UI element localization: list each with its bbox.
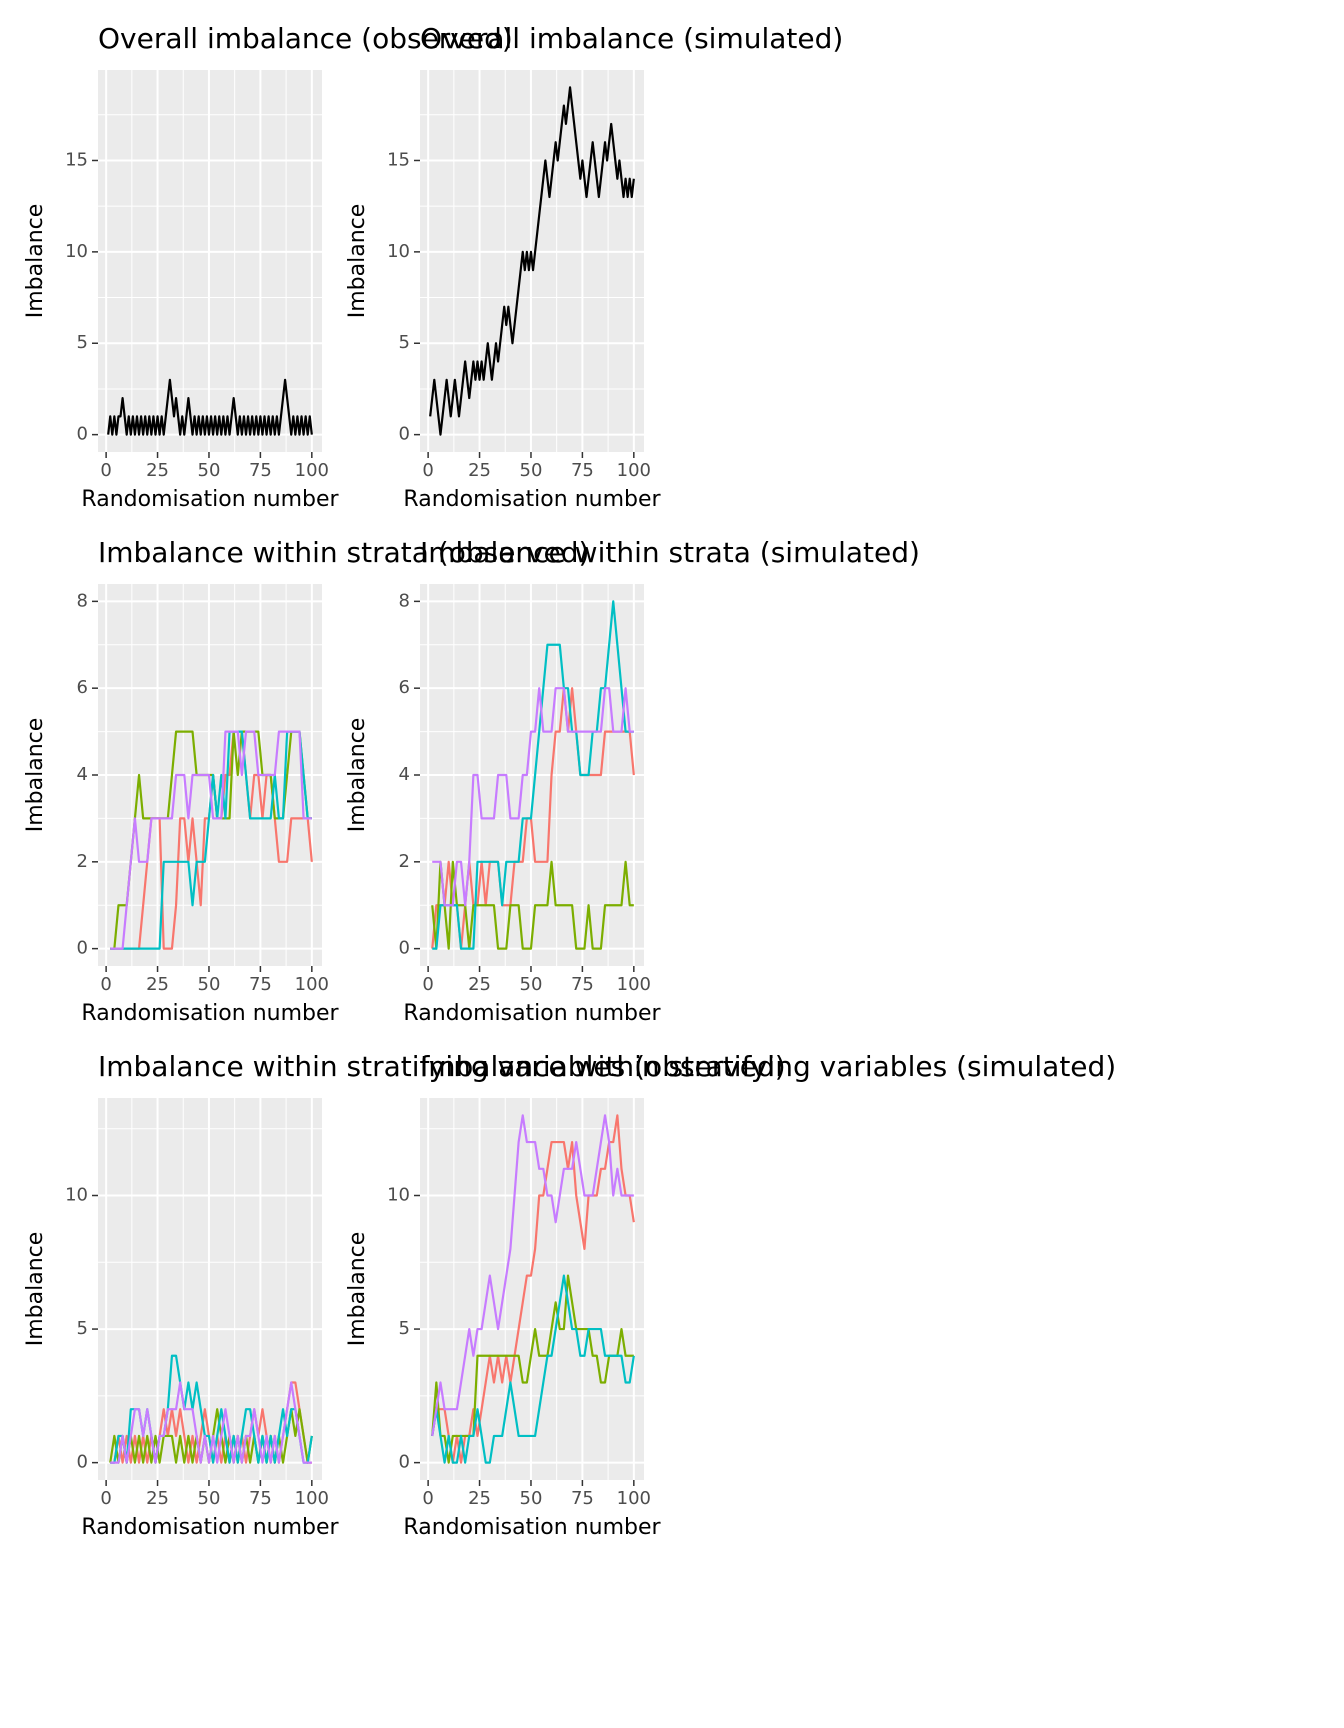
y-tick-label: 15 bbox=[387, 149, 410, 170]
y-axis-title: Imbalance bbox=[23, 718, 48, 833]
x-tick-label: 75 bbox=[249, 460, 272, 481]
x-tick-label: 25 bbox=[468, 1488, 491, 1509]
series-line bbox=[431, 1114, 634, 1437]
y-tick-label: 5 bbox=[77, 332, 88, 353]
chart-title: Imbalance within strata (observed) bbox=[98, 536, 589, 569]
x-tick-label: 75 bbox=[249, 974, 272, 995]
y-tick-label: 5 bbox=[399, 332, 410, 353]
y-tick-label: 15 bbox=[65, 149, 88, 170]
y-tick-label: 8 bbox=[77, 590, 88, 611]
y-tick-label: 0 bbox=[77, 938, 88, 959]
y-tick-label: 6 bbox=[77, 677, 88, 698]
x-tick-label: 50 bbox=[520, 974, 543, 995]
y-tick-label: 0 bbox=[399, 1452, 410, 1473]
x-axis-title: Randomisation number bbox=[81, 487, 339, 512]
x-tick-label: 75 bbox=[571, 460, 594, 481]
y-tick-label: 0 bbox=[399, 424, 410, 445]
x-tick-label: 75 bbox=[249, 1488, 272, 1509]
chart-title: Overall imbalance (simulated) bbox=[420, 22, 843, 55]
chart-title: Overall imbalance (observed) bbox=[98, 22, 513, 55]
x-tick-label: 100 bbox=[295, 460, 329, 481]
x-axis-title: Randomisation number bbox=[81, 1001, 339, 1026]
series-line bbox=[431, 1274, 635, 1464]
x-tick-label: 50 bbox=[520, 460, 543, 481]
y-axis-title: Imbalance bbox=[345, 718, 370, 833]
y-tick-label: 4 bbox=[77, 764, 88, 785]
series-line bbox=[431, 860, 634, 950]
x-tick-label: 100 bbox=[295, 1488, 329, 1509]
y-tick-label: 10 bbox=[65, 1185, 88, 1206]
series-line bbox=[110, 1381, 312, 1464]
y-axis-title: Imbalance bbox=[23, 204, 48, 319]
y-tick-label: 2 bbox=[77, 851, 88, 872]
x-tick-label: 100 bbox=[617, 460, 651, 481]
y-tick-label: 5 bbox=[399, 1318, 410, 1339]
y-axis-title: Imbalance bbox=[23, 1232, 48, 1347]
y-tick-label: 2 bbox=[399, 851, 410, 872]
x-tick-label: 50 bbox=[520, 1488, 543, 1509]
x-axis-title: Randomisation number bbox=[403, 1515, 661, 1540]
x-tick-label: 0 bbox=[422, 974, 433, 995]
y-tick-label: 0 bbox=[77, 424, 88, 445]
y-axis-title: Imbalance bbox=[345, 204, 370, 319]
y-tick-label: 10 bbox=[387, 1185, 410, 1206]
x-tick-label: 25 bbox=[146, 1488, 169, 1509]
x-tick-label: 25 bbox=[146, 460, 169, 481]
x-axis-title: Randomisation number bbox=[403, 1001, 661, 1026]
x-tick-label: 25 bbox=[468, 460, 491, 481]
series-line bbox=[429, 86, 635, 436]
x-axis-title: Randomisation number bbox=[81, 1515, 339, 1540]
series-line bbox=[431, 1274, 634, 1464]
y-tick-label: 5 bbox=[77, 1318, 88, 1339]
x-tick-label: 25 bbox=[146, 974, 169, 995]
x-tick-label: 100 bbox=[617, 1488, 651, 1509]
series-line bbox=[432, 687, 634, 907]
y-axis-title: Imbalance bbox=[345, 1232, 370, 1347]
x-tick-label: 50 bbox=[198, 1488, 221, 1509]
x-tick-label: 0 bbox=[100, 460, 111, 481]
x-tick-label: 0 bbox=[100, 1488, 111, 1509]
y-tick-label: 0 bbox=[399, 938, 410, 959]
y-tick-label: 4 bbox=[399, 764, 410, 785]
x-tick-label: 50 bbox=[198, 974, 221, 995]
y-tick-label: 0 bbox=[77, 1452, 88, 1473]
x-tick-label: 75 bbox=[571, 1488, 594, 1509]
y-tick-label: 10 bbox=[65, 241, 88, 262]
y-tick-label: 10 bbox=[387, 241, 410, 262]
series-line bbox=[107, 378, 313, 436]
x-tick-label: 75 bbox=[571, 974, 594, 995]
series-line bbox=[110, 730, 312, 950]
x-tick-label: 0 bbox=[100, 974, 111, 995]
x-tick-label: 0 bbox=[422, 1488, 433, 1509]
series-line bbox=[432, 600, 634, 950]
y-tick-label: 6 bbox=[399, 677, 410, 698]
chart-title: Imbalance within stratifying variables (… bbox=[420, 1050, 1116, 1083]
x-tick-label: 50 bbox=[198, 460, 221, 481]
x-tick-label: 25 bbox=[468, 974, 491, 995]
x-tick-label: 100 bbox=[617, 974, 651, 995]
x-tick-label: 100 bbox=[295, 974, 329, 995]
y-tick-label: 8 bbox=[399, 590, 410, 611]
chart-title: Imbalance within strata (simulated) bbox=[420, 536, 920, 569]
x-axis-title: Randomisation number bbox=[403, 487, 661, 512]
chart-title: Imbalance within stratifying variables (… bbox=[98, 1050, 786, 1083]
x-tick-label: 0 bbox=[422, 460, 433, 481]
